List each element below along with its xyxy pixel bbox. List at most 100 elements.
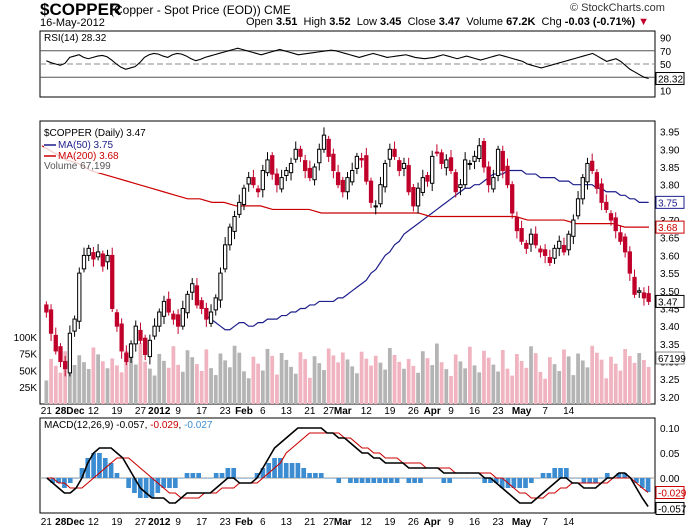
candle-body	[462, 159, 468, 186]
candle-body	[213, 297, 218, 311]
candle-body	[307, 167, 313, 179]
macd-histogram-bar	[155, 478, 161, 493]
candle-body	[514, 216, 520, 232]
candle-body	[274, 173, 280, 186]
candle	[91, 246, 96, 267]
volume-bar	[529, 346, 533, 404]
macd-value-tag-text: -0.057	[658, 505, 687, 516]
candle	[227, 223, 233, 251]
macd-histogram-bar	[470, 478, 476, 479]
macd-xtick: 21	[41, 517, 53, 528]
macd-histogram-bar	[435, 478, 441, 479]
candle-body	[166, 298, 171, 313]
candle-body	[110, 254, 115, 309]
candle	[312, 163, 317, 186]
macd-histogram-bar	[289, 463, 295, 478]
macd-histogram-bar	[622, 473, 628, 478]
candle-body	[317, 148, 322, 164]
macd-xtick: 19	[384, 517, 396, 528]
candle-body	[124, 352, 129, 363]
volume-bar	[260, 370, 265, 404]
candle	[218, 267, 223, 308]
candle-body	[622, 236, 628, 253]
candle	[86, 244, 91, 262]
macd-histogram-bar	[558, 468, 563, 478]
macd-histogram-bar	[313, 473, 318, 478]
candle-body	[44, 304, 49, 313]
volume-bar	[67, 358, 72, 404]
volume-bar	[453, 354, 458, 404]
candle-body	[326, 138, 331, 157]
candle-body	[180, 307, 185, 327]
candle-body	[72, 318, 77, 332]
candle	[58, 343, 63, 368]
candle-body	[392, 148, 397, 157]
candle	[444, 154, 449, 176]
volume-tick-25K: 25K	[19, 383, 37, 394]
macd-xtick: 2012	[148, 517, 171, 528]
candle	[251, 169, 256, 189]
candle-body	[119, 323, 124, 352]
macd-histogram-bar	[97, 453, 102, 478]
volume-bar	[49, 358, 53, 404]
ma50-value-tag-bg	[655, 195, 685, 209]
macd-histogram-bar	[219, 473, 225, 478]
candle-body	[618, 232, 623, 242]
candle-body	[397, 160, 402, 172]
macd-histogram-bar	[447, 478, 452, 483]
candle-body	[161, 300, 167, 317]
candle	[152, 318, 157, 340]
volume-bar	[378, 362, 383, 404]
volume-bar	[500, 349, 505, 404]
macd-histogram-bar	[132, 478, 137, 493]
candle-body	[81, 254, 87, 270]
volume-value-tag-bg	[655, 351, 685, 365]
volume-bar	[340, 352, 345, 404]
macd-xtick: Mar	[334, 517, 352, 528]
macd-histogram-bar	[371, 478, 377, 483]
candle	[190, 278, 195, 300]
volume-bar	[152, 375, 157, 404]
macd-histogram-bar	[400, 478, 406, 479]
candle-body	[458, 184, 463, 189]
candle-body	[368, 180, 374, 203]
candle	[486, 161, 491, 193]
macd-histogram-bar	[126, 478, 131, 488]
volume-bar	[63, 351, 68, 404]
price-xtick: 2012	[148, 406, 171, 417]
candle	[180, 300, 185, 330]
candle	[307, 160, 313, 182]
candle	[147, 334, 153, 365]
candle	[373, 200, 378, 215]
macd-value-tag-bg	[655, 502, 685, 515]
candle	[580, 174, 585, 205]
volume-bar	[293, 373, 298, 404]
macd-histogram-bar	[587, 478, 593, 483]
macd-histogram-bar	[488, 478, 493, 483]
candle	[208, 304, 214, 327]
macd-histogram-bar	[599, 478, 604, 479]
price-xtick: 12	[88, 406, 100, 417]
macd-histogram-bar	[208, 478, 213, 479]
candle-body	[265, 159, 270, 174]
macd-histogram-bar	[388, 478, 394, 483]
volume-bar	[585, 367, 590, 404]
price-xtick: 6	[260, 406, 266, 417]
candle-body	[138, 329, 143, 341]
candle	[519, 220, 524, 245]
candle-body	[387, 148, 392, 160]
volume-bar	[44, 380, 49, 404]
macd-histogram-bar	[85, 458, 91, 478]
volume-bar	[223, 360, 228, 404]
macd-histogram-bar	[278, 458, 283, 478]
price-xtick: 14	[563, 406, 575, 417]
macd-xtick: 14	[563, 517, 575, 528]
candle	[533, 226, 538, 249]
candle	[232, 210, 237, 240]
volume-bar	[190, 357, 195, 404]
volume-bar	[317, 363, 322, 404]
candle	[95, 244, 101, 261]
volume-bar	[227, 367, 232, 404]
volume-bar	[571, 375, 576, 404]
